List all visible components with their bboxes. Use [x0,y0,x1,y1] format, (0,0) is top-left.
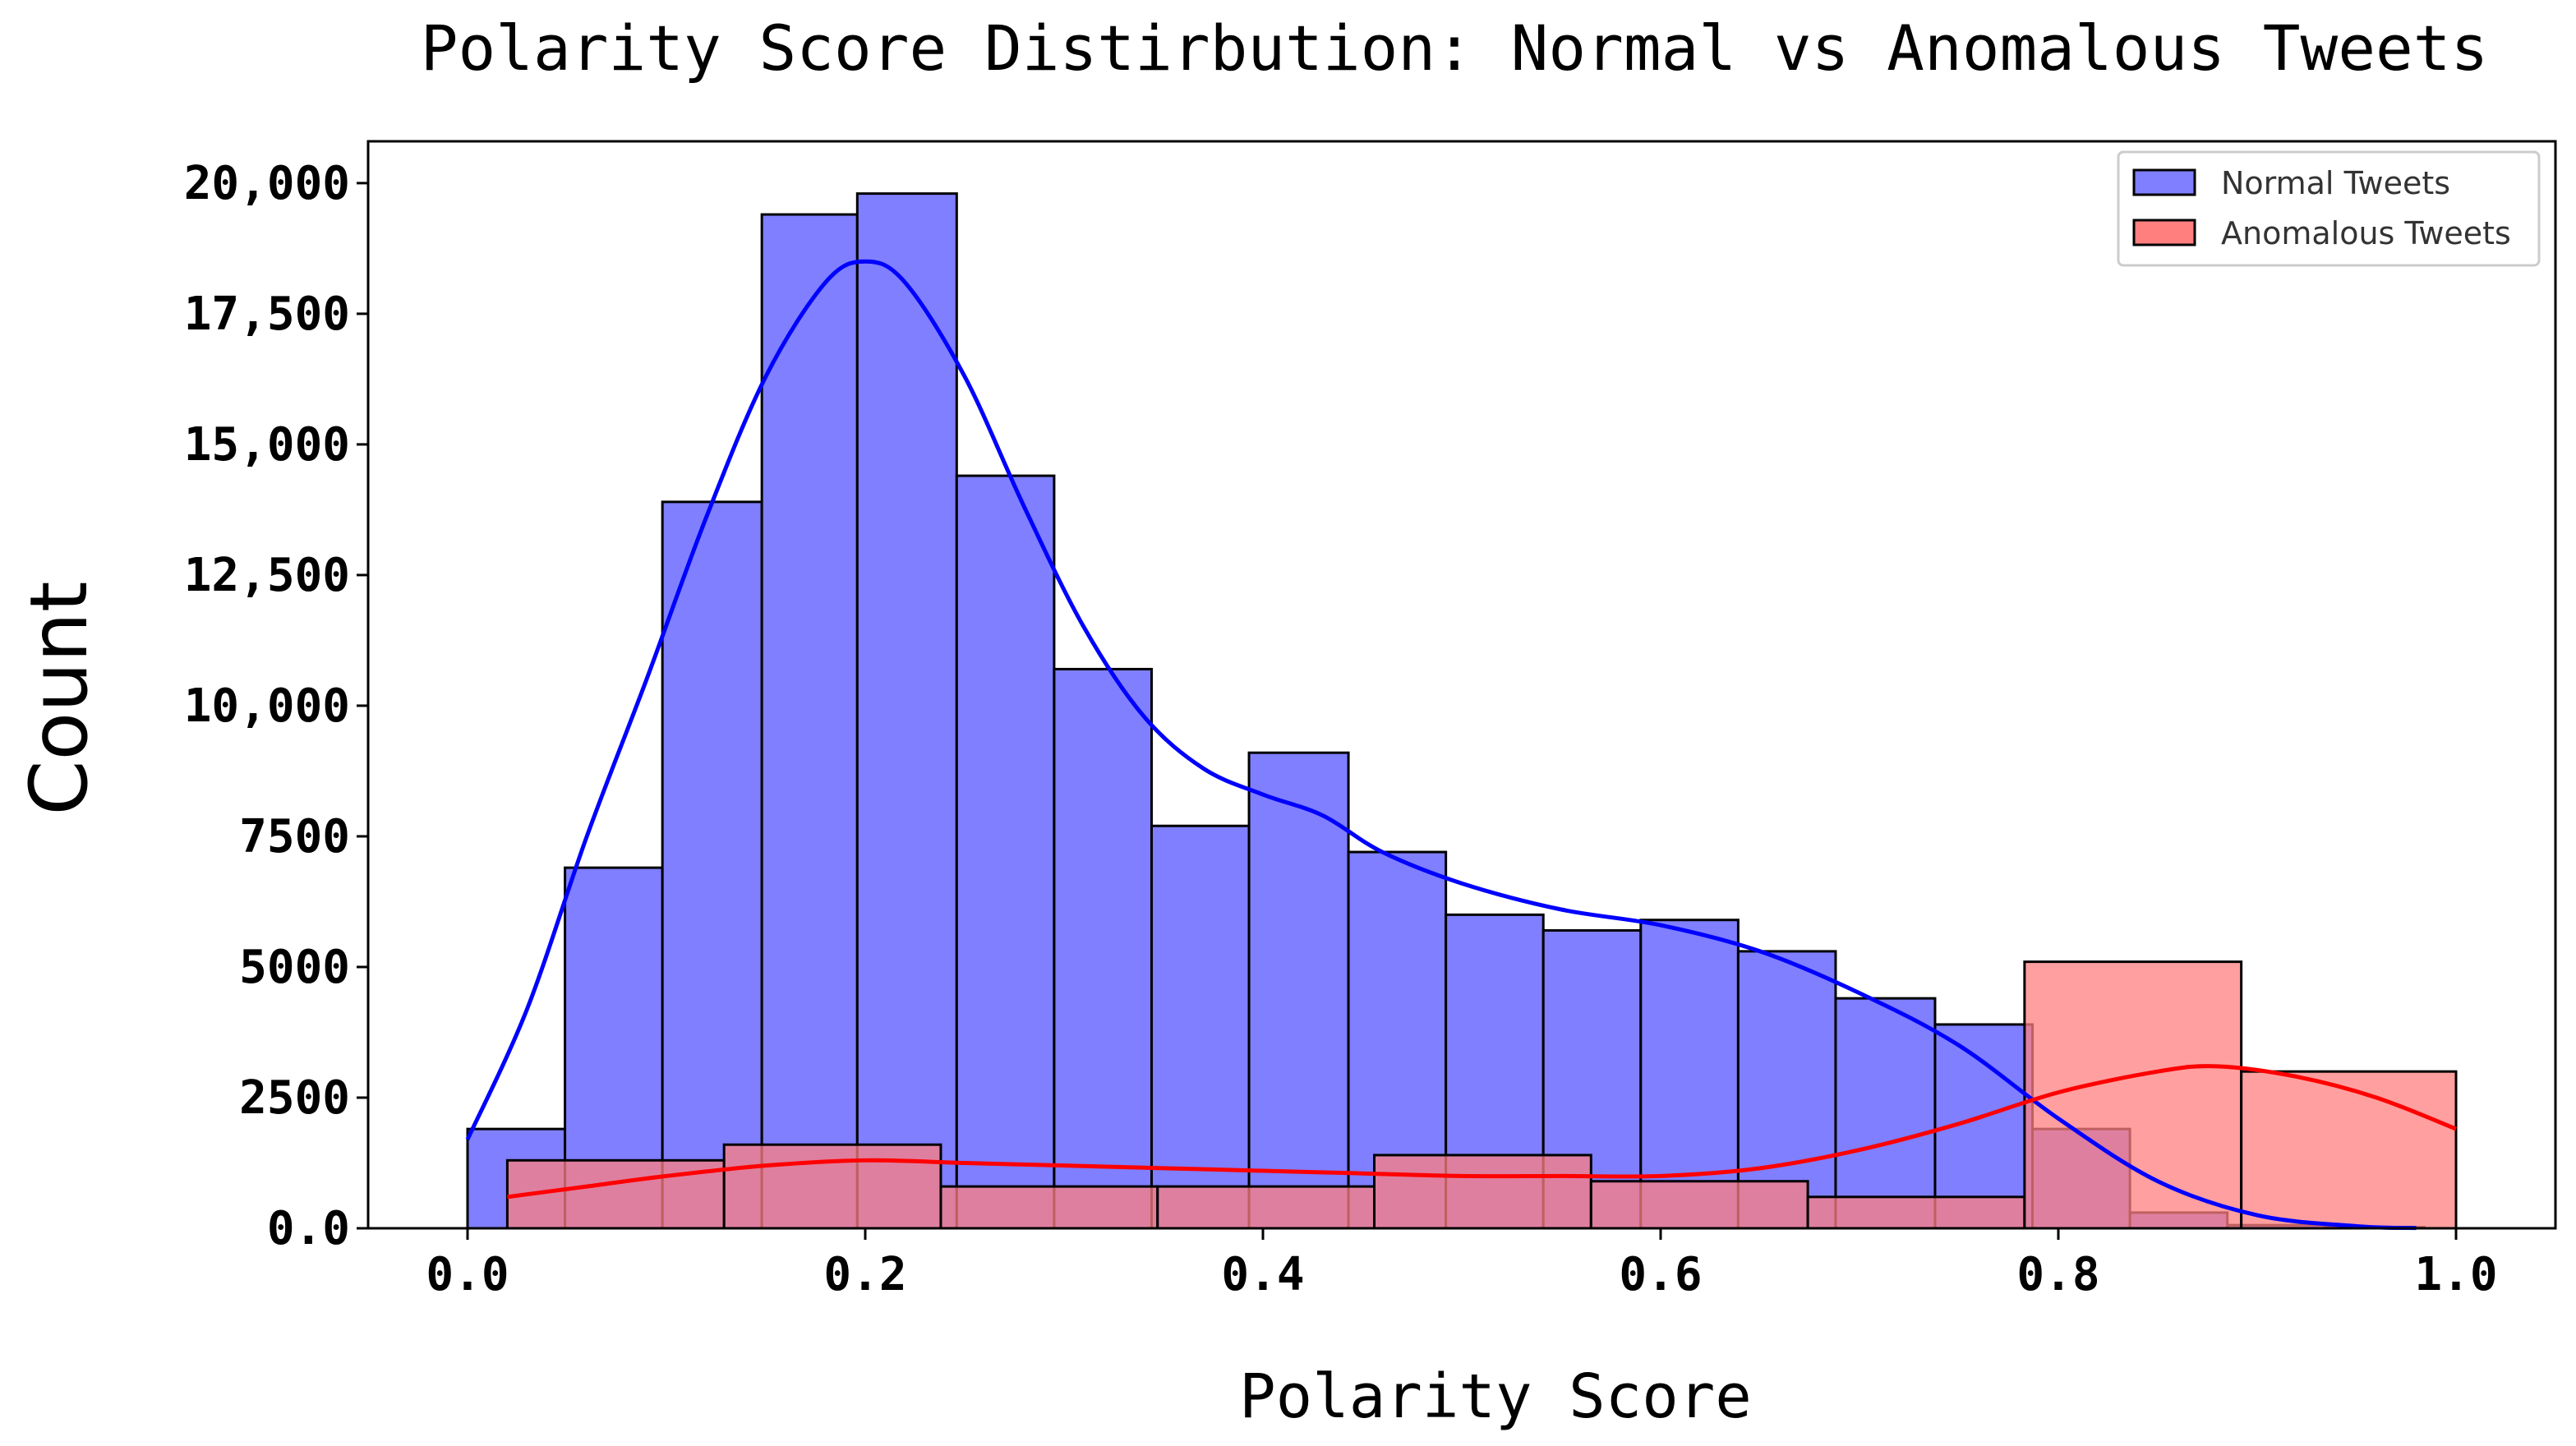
legend-swatch-normal [2132,168,2196,196]
plot-frame [366,140,2557,1230]
bar-normal-5 [955,474,1056,1230]
bar-normal-2 [661,500,763,1230]
legend: Normal Tweets Anomalous Tweets [2117,150,2541,267]
y-axis-label: Count [13,581,105,815]
y-tick-label-3: 7500 [239,810,350,863]
y-tick-label-8: 20,000 [184,157,350,210]
x-tick-label-0: 0.0 [426,1248,509,1301]
bar-anomalous-1 [722,1143,942,1230]
legend-label-anomalous: Anomalous Tweets [2221,215,2511,251]
bar-anomalous-3 [1156,1185,1376,1230]
kde-curve-anomalous [507,1064,2457,1200]
legend-box [2117,150,2541,267]
bar-anomalous-8 [2240,1070,2458,1230]
x-tick-label-1: 0.2 [823,1248,906,1301]
y-tick-label-4: 10,000 [184,679,350,733]
x-tick-label-4: 0.8 [2016,1248,2099,1301]
x-axis-ticks: 0.0 0.2 0.4 0.6 0.8 1.0 [426,1228,2498,1301]
bar-normal-7 [1150,824,1251,1230]
bar-normal-14 [1834,997,1937,1230]
bar-anomalous-7 [2023,960,2243,1230]
legend-label-normal: Normal Tweets [2221,165,2450,201]
histogram-bars [466,192,2458,1230]
chart-title: Polarity Score Distirbution: Normal vs A… [421,12,2489,85]
legend-swatch-anomalous [2132,219,2196,246]
y-tick-label-5: 12,500 [184,549,350,602]
y-tick-label-2: 5000 [239,941,350,994]
y-tick-label-6: 15,000 [184,418,350,472]
y-axis-ticks: 0.0 2500 5000 7500 10,000 12,500 15,000 17,500 2… [184,157,368,1255]
bar-normal-8 [1247,751,1350,1230]
kde-curves [465,259,2457,1231]
kde-curve-normal [465,259,2417,1231]
y-tick-label-1: 2500 [239,1071,350,1125]
x-tick-label-5: 1.0 [2414,1248,2497,1301]
y-tick-label-7: 17,500 [184,288,350,341]
bar-normal-4 [855,192,958,1230]
bar-anomalous-4 [1373,1154,1592,1230]
x-tick-label-2: 0.4 [1221,1248,1304,1301]
bar-normal-3 [760,213,859,1230]
y-tick-label-0: 0.0 [267,1202,350,1255]
bar-anomalous-2 [939,1185,1159,1230]
bar-normal-6 [1053,667,1153,1230]
x-tick-label-3: 0.6 [1619,1248,1702,1301]
x-axis-label: Polarity Score [1239,1361,1752,1432]
bar-anomalous-5 [1589,1180,1809,1230]
bar-anomalous-6 [1806,1195,2026,1230]
